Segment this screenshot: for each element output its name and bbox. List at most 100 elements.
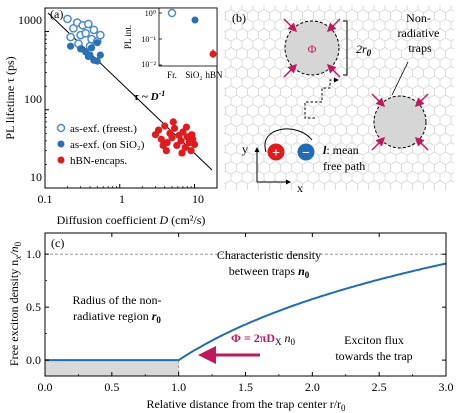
c-ytick-label-0: 0.0: [26, 353, 41, 367]
inset-ytick-0: 10⁰: [145, 9, 156, 18]
trap-1-circle: [284, 20, 340, 76]
c-xtick-label-0: 0.0: [38, 380, 53, 394]
data-point-s0-0: [63, 14, 72, 24]
flux-equation: Φ = 2πDX n0: [231, 331, 296, 347]
data-point-s0-5: [81, 28, 91, 38]
data-point-s2-19: [178, 149, 186, 157]
a-xtick-1: 1: [119, 192, 125, 206]
data-point-s2-17: [190, 140, 199, 149]
inset-frame: [158, 7, 218, 67]
legend-label-freest: as-exf. (freest.): [70, 123, 137, 135]
c-xtick-label-3: 1.5: [238, 380, 253, 394]
exciton-orbit: [264, 128, 313, 153]
panel-a-frame: [44, 7, 218, 189]
minus-sign: −: [302, 146, 310, 161]
mean-free-path-label: l: mean: [323, 143, 359, 157]
mean-free-path-label-2: free path: [323, 159, 365, 173]
data-point-s2-22: [182, 123, 191, 131]
density-annotation-2: between traps n0: [229, 264, 310, 280]
hole-particle: [266, 142, 286, 162]
data-point-s2-6: [168, 134, 176, 142]
inset-ylabel: PL int.: [123, 25, 133, 49]
panel-a-label: (a): [50, 7, 63, 21]
inset-ytick-2: 10⁻²: [141, 60, 156, 69]
data-point-s1-7: [93, 39, 101, 47]
data-point-s2-20: [169, 118, 177, 126]
data-point-s2-18: [162, 147, 170, 155]
density-annotation-1: Characteristic density: [217, 248, 321, 262]
radius-label: 2r0: [356, 42, 372, 58]
inset-ytick-1: 10⁻¹: [141, 35, 156, 44]
radius-bracket: [343, 20, 348, 76]
trap-1: Φ: [283, 18, 341, 78]
panel-a-points: [63, 14, 199, 157]
data-point-s0-6: [83, 19, 93, 29]
data-point-s2-1: [154, 126, 163, 134]
data-point-s2-12: [181, 143, 189, 152]
nonradiative-region-fill: [45, 360, 179, 376]
lattice-background: [224, 5, 454, 190]
a-ytick-2: 1000: [18, 13, 42, 27]
inset: 10⁰ 10⁻¹ 10⁻² PL int. Fr. SiO₂ hBN: [123, 7, 223, 80]
inset-xtick-2: hBN: [205, 70, 223, 80]
random-walk-path: [304, 77, 339, 119]
c-xtick-label-4: 2.0: [305, 380, 320, 394]
fit-line: [47, 12, 213, 171]
data-point-s2-10: [177, 137, 185, 145]
legend-label-hbn: hBN-encaps.: [70, 155, 127, 167]
trap-2-circle: [373, 95, 427, 149]
c-xtick-label-2: 1.0: [171, 380, 186, 394]
traps-label: Non- radiative traps: [398, 11, 443, 55]
panel-b-label: (b): [232, 11, 246, 25]
fit-label: τ ~ D-1: [134, 89, 165, 103]
a-xtick-2: 10: [192, 192, 204, 206]
data-point-s2-8: [173, 141, 181, 150]
legend-marker-freest: [56, 123, 66, 133]
axis-y-label: y: [242, 142, 248, 156]
panel-a-xlabel: Diffusion coefficient D (cm²/s): [57, 213, 206, 227]
panel-a: (a) τ ~ D-1 as-exf. (freest.) as-exf. (o…: [3, 7, 218, 227]
c-ytick-label-1: 0.5: [26, 300, 41, 314]
data-point-s1-6: [96, 51, 104, 59]
radius-annotation-1: Radius of the non-: [73, 293, 162, 307]
inset-xtick-0: Fr.: [167, 70, 177, 80]
data-point-s0-10: [95, 30, 105, 40]
data-point-s2-23: [188, 131, 196, 139]
panel-c-label: (c): [51, 236, 64, 250]
panel-a-ticks: [44, 7, 218, 189]
a-xtick-0: 0.1: [38, 192, 53, 206]
inset-xtick-1: SiO₂: [185, 70, 202, 80]
density-curve: [45, 262, 447, 362]
panel-a-ylabel: PL lifetime τ (ps): [3, 56, 17, 139]
legend-marker-sio2: [57, 140, 65, 148]
panel-c: 0.0 0.5 1.0 1.5 2.0 2.5 3.0 0.0 0.5 1.0 (c) Chara…: [7, 232, 454, 413]
panel-c-ylabel: Free exciton density nx/n0: [7, 241, 23, 366]
radius-annotation-2: radiative region r0: [73, 309, 161, 325]
electron-particle: [296, 142, 316, 162]
data-point-s1-5: [93, 57, 101, 65]
axis-x-label: x: [297, 181, 303, 195]
a-ytick-0: 10: [30, 170, 42, 184]
flux-annotation-1: Exciton flux: [344, 333, 404, 347]
c-xtick-label-6: 3.0: [439, 380, 454, 394]
c-xtick-label-1: 0.5: [104, 380, 119, 394]
data-point-s2-15: [187, 147, 195, 155]
data-point-s0-11: [66, 32, 75, 42]
data-point-s0-8: [89, 25, 99, 35]
phi-symbol: Φ: [308, 42, 317, 56]
data-point-s1-9: [84, 52, 92, 61]
flux-annotation-2: towards the trap: [335, 349, 412, 363]
data-point-s1-8: [87, 44, 96, 52]
panel-c-ticks: 0.0 0.5 1.0 1.5 2.0 2.5 3.0 0.0 0.5 1.0: [26, 233, 454, 394]
legend-marker-hbn: [57, 156, 65, 164]
plus-sign: +: [272, 146, 280, 161]
panel-b: (b) Φ 2r0 Non- radiative traps: [224, 5, 454, 195]
data-point-s1-0: [66, 42, 75, 50]
panel-a-legend: as-exf. (freest.) as-exf. (on SiO₂) hBN-…: [56, 123, 145, 167]
data-point-s2-2: [157, 135, 165, 143]
legend-label-sio2: as-exf. (on SiO₂): [70, 139, 145, 151]
data-point-s2-7: [170, 124, 179, 132]
data-point-s0-1: [69, 23, 78, 33]
trap-2: [371, 93, 429, 151]
c-ytick-label-2: 1.0: [26, 247, 41, 261]
